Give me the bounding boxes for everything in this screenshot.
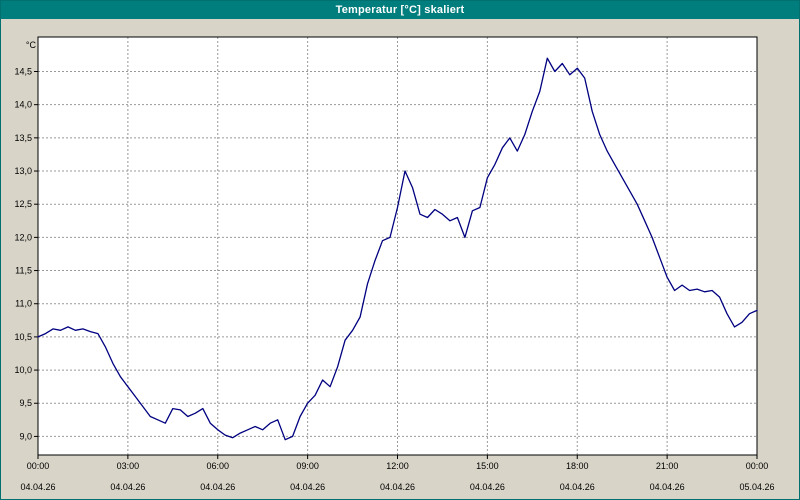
svg-text:13,0: 13,0 (14, 166, 32, 176)
svg-text:09:00: 09:00 (296, 461, 319, 471)
svg-text:14,0: 14,0 (14, 100, 32, 110)
svg-text:12:00: 12:00 (386, 461, 409, 471)
svg-text:12,0: 12,0 (14, 232, 32, 242)
svg-text:04.04.26: 04.04.26 (560, 482, 595, 492)
svg-text:03:00: 03:00 (117, 461, 140, 471)
svg-text:9,5: 9,5 (19, 398, 32, 408)
svg-text:°C: °C (26, 40, 37, 50)
svg-text:13,5: 13,5 (14, 133, 32, 143)
svg-text:18:00: 18:00 (566, 461, 589, 471)
svg-text:00:00: 00:00 (27, 461, 50, 471)
svg-text:06:00: 06:00 (206, 461, 229, 471)
svg-text:04.04.26: 04.04.26 (380, 482, 415, 492)
svg-text:04.04.26: 04.04.26 (290, 482, 325, 492)
svg-text:11,5: 11,5 (15, 266, 32, 276)
svg-text:04.04.26: 04.04.26 (470, 482, 505, 492)
svg-text:10,0: 10,0 (14, 365, 32, 375)
svg-text:04.04.26: 04.04.26 (20, 482, 55, 492)
svg-text:00:00: 00:00 (746, 461, 769, 471)
svg-text:15:00: 15:00 (476, 461, 499, 471)
svg-text:21:00: 21:00 (656, 461, 679, 471)
svg-text:04.04.26: 04.04.26 (650, 482, 685, 492)
temperature-line-chart: 14,5 14,0 13,5 13,0 12,5 12,0 11,5 11,0 10,5 10,0… (14, 36, 775, 492)
svg-text:04.04.26: 04.04.26 (200, 482, 235, 492)
window-titlebar: Temperatur [°C] skaliert (1, 1, 799, 19)
svg-text:10,5: 10,5 (14, 332, 32, 342)
svg-text:11,0: 11,0 (15, 299, 32, 309)
svg-text:04.04.26: 04.04.26 (110, 482, 145, 492)
svg-text:9,0: 9,0 (19, 431, 32, 441)
svg-text:05.04.26: 05.04.26 (739, 482, 774, 492)
svg-text:12,5: 12,5 (14, 199, 32, 209)
chart-area: 14,5 14,0 13,5 13,0 12,5 12,0 11,5 11,0 10,5 10,0… (1, 19, 799, 499)
svg-text:14,5: 14,5 (14, 67, 32, 77)
window-title: Temperatur [°C] skaliert (335, 4, 465, 16)
